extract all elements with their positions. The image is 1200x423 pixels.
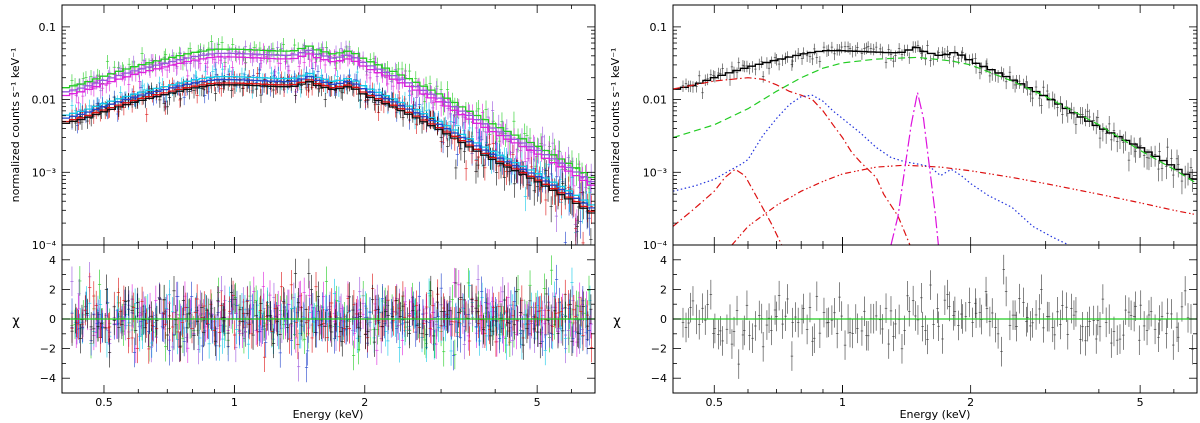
model-component-blue-dotted-component: [672, 94, 1070, 246]
model-curve-low-group-red: [62, 79, 595, 212]
left-spectrum-frame: [61, 4, 596, 246]
left-res-tick-label: −4: [40, 372, 56, 385]
left-x-tick-label: 5: [534, 396, 541, 409]
model-curve-high-group-violet: [62, 49, 595, 183]
right-residual-marks: [673, 254, 1197, 379]
model-curve-high-group-green: [62, 45, 595, 179]
left-y-tick-label: 0.1: [39, 21, 57, 34]
left-y-tick-label: 0.01: [32, 94, 57, 107]
left-y-tick-label: 10⁻⁴: [32, 239, 57, 252]
left-axes: 0.5 1 2 5 10⁻⁴ 10⁻³ 0.01 0.1 −4 −2 0 2 4: [32, 4, 595, 409]
left-panel: 0.5 1 2 5 10⁻⁴ 10⁻³ 0.01 0.1 −4 −2 0 2 4 normalized …: [9, 4, 596, 421]
model-curve-low-group-cyan: [62, 72, 595, 206]
model-component-red-dash-dot-component-broad-: [731, 164, 1198, 246]
left-x-tick-label: 2: [361, 396, 368, 409]
left-x-tick-label: 0.5: [95, 396, 113, 409]
left-spectrum-marks: [62, 35, 595, 245]
model-curve-total: [673, 46, 1197, 180]
model-curve-low-group-blue: [62, 75, 595, 209]
model-component-red-dash-dot-component-low-t-: [672, 168, 783, 246]
left-res-tick-label: 0: [49, 313, 56, 326]
left-y-axis-label-bottom: χ: [12, 314, 20, 329]
left-x-axis-label: Energy (keV): [293, 408, 364, 421]
left-x-tick-label: 1: [231, 396, 238, 409]
model-curve-high-group-magenta: [62, 53, 595, 186]
left-residual-marks: [62, 255, 595, 383]
model-component-magenta-line-component: [890, 92, 939, 246]
left-y-tick-label: 10⁻³: [32, 166, 56, 179]
model-component-green-dashed-component: [672, 56, 1198, 185]
left-res-tick-label: 2: [49, 283, 56, 296]
model-curve-low-group-black: [62, 81, 595, 214]
left-res-tick-label: −2: [40, 343, 56, 356]
model-component-red-dash-dot-component-soft-: [672, 77, 911, 246]
left-y-axis-label-top: normalized counts s⁻¹ keV⁻¹: [9, 48, 22, 203]
left-res-tick-label: 4: [49, 254, 56, 267]
right-spectrum-marks: [672, 40, 1198, 246]
